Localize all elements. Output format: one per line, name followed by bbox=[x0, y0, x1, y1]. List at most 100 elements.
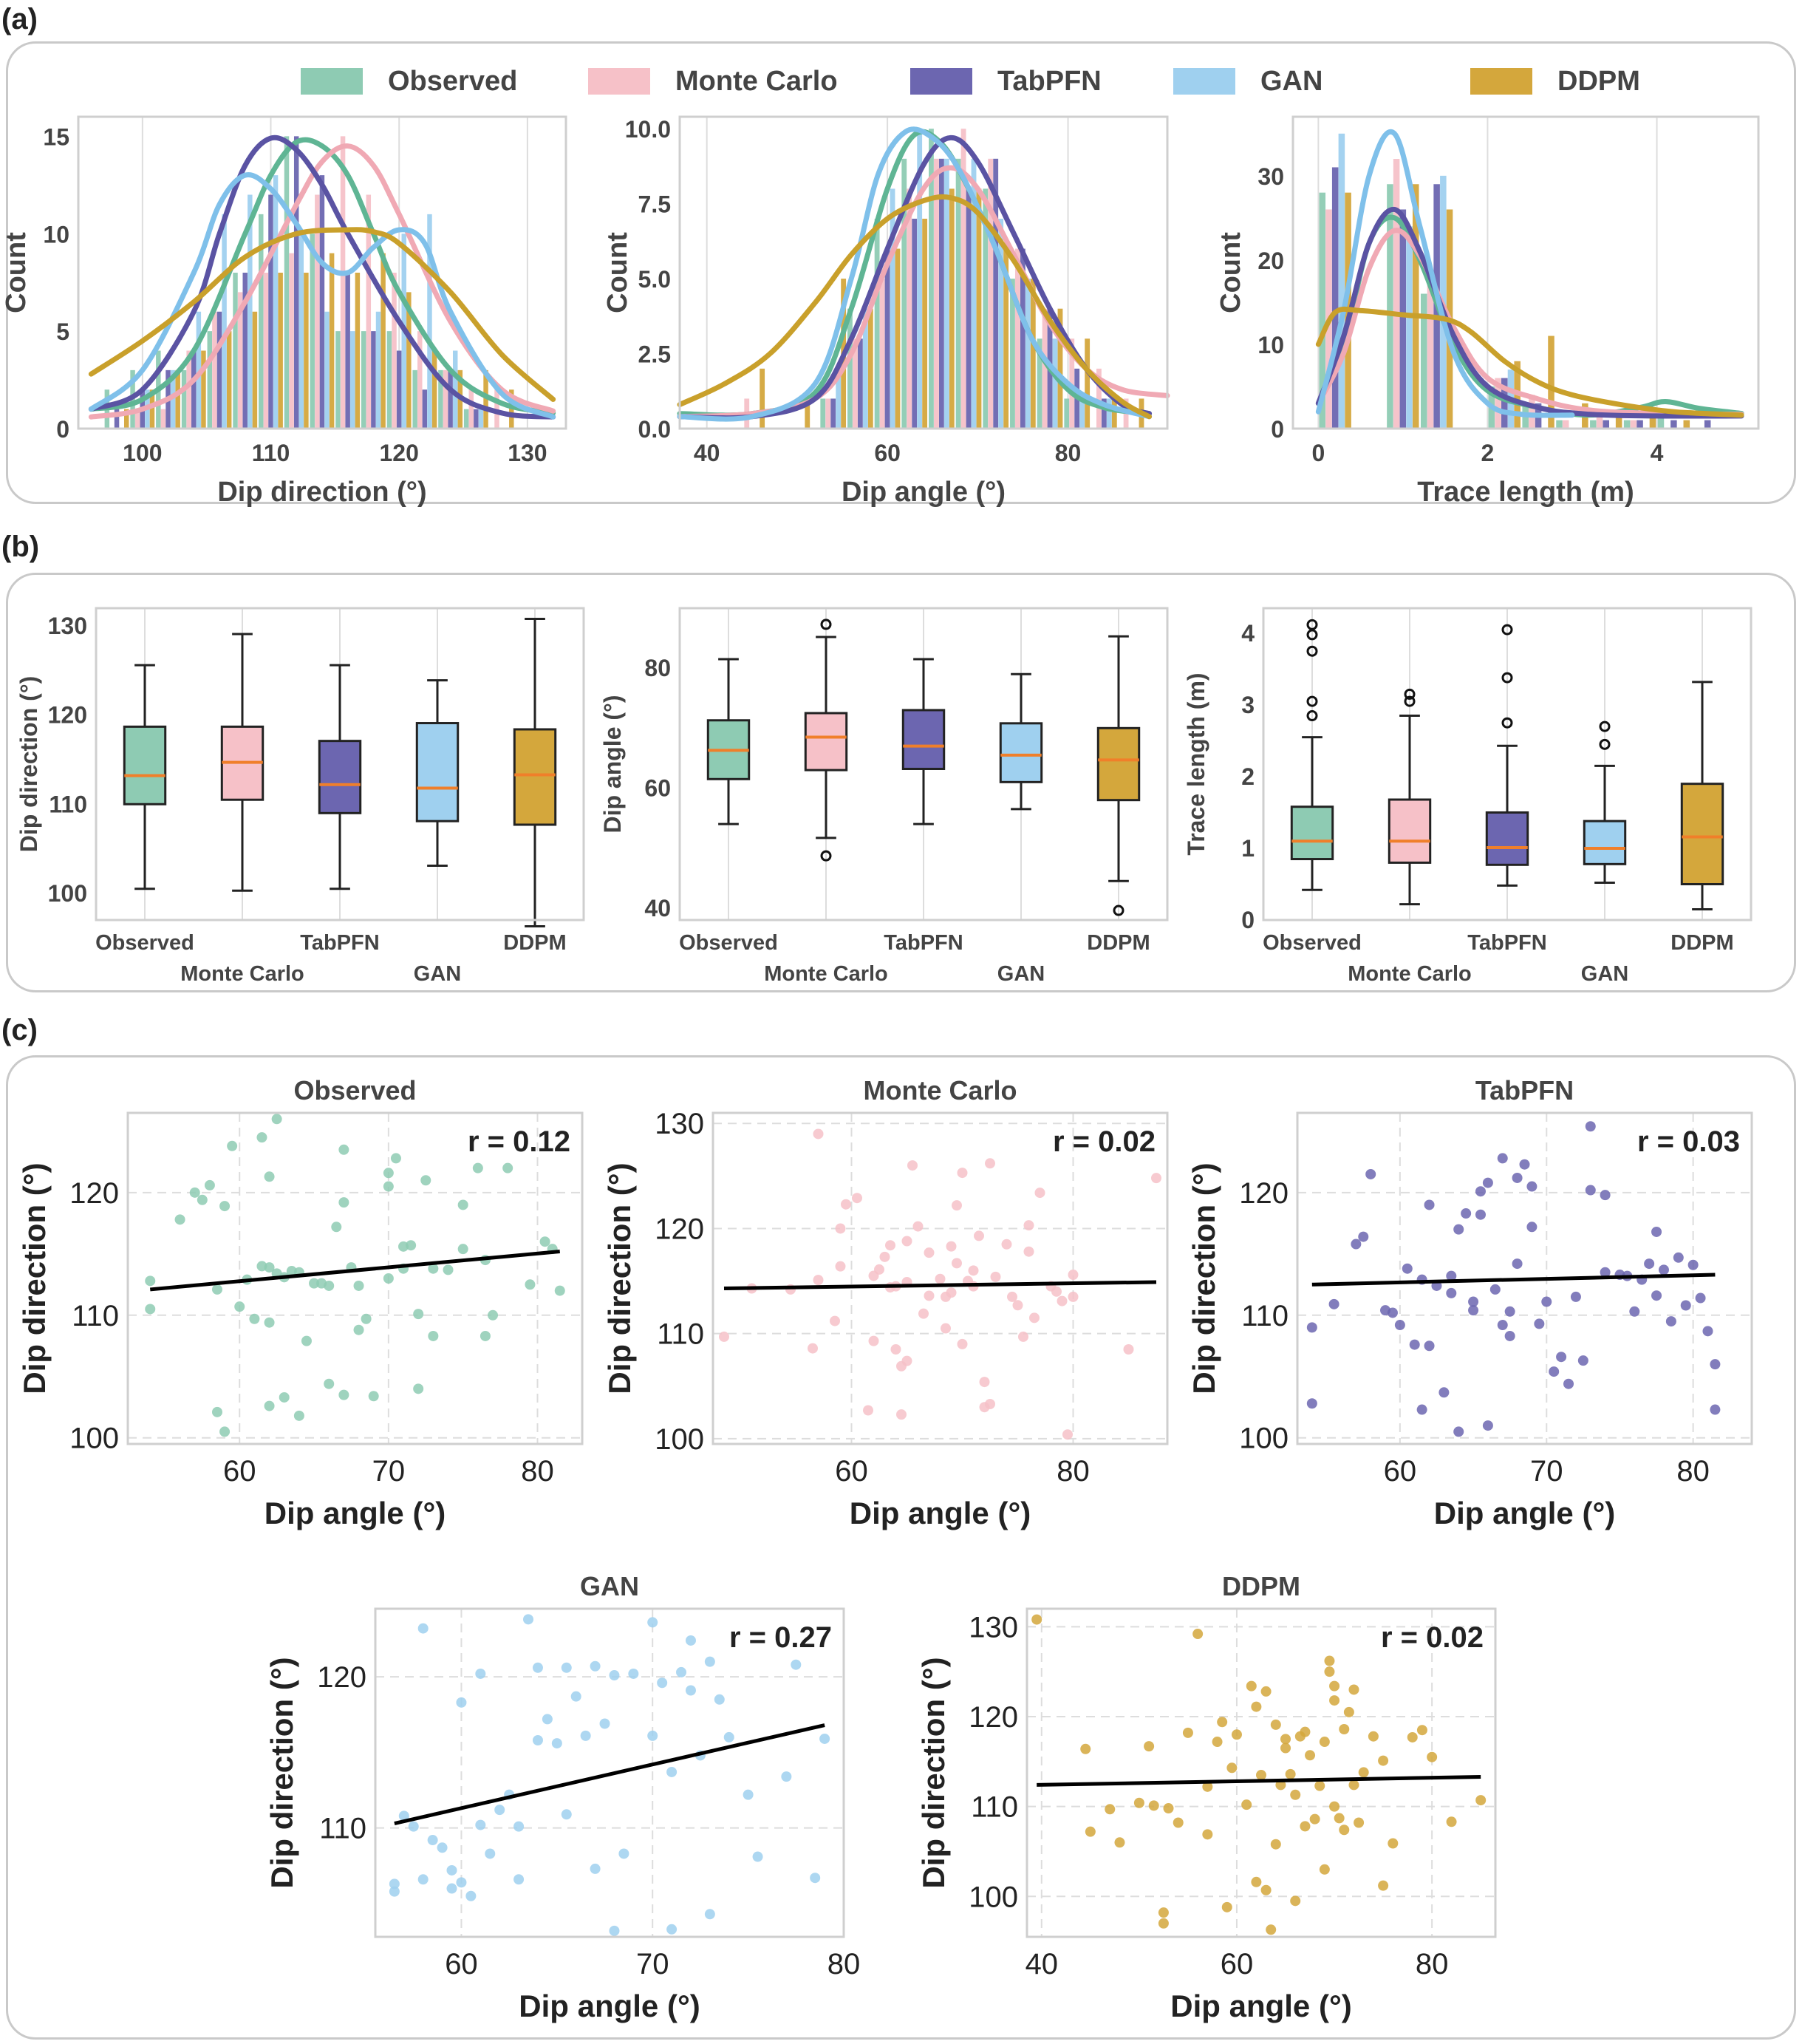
scatter-point bbox=[264, 1171, 275, 1182]
scatter-point bbox=[1280, 1742, 1291, 1754]
scatter-point bbox=[941, 1323, 951, 1334]
scatter-point bbox=[1034, 1188, 1045, 1199]
scatter-point bbox=[1192, 1629, 1204, 1640]
scatter-point bbox=[331, 1222, 342, 1233]
bar-tabpfn bbox=[1101, 398, 1107, 429]
kde-curve-ddpm bbox=[88, 227, 556, 402]
scatter-point bbox=[819, 1733, 830, 1744]
scatter-point bbox=[1023, 1246, 1034, 1257]
scatter-point bbox=[1534, 1318, 1545, 1329]
scatter-point bbox=[830, 1315, 840, 1326]
scatter-point bbox=[1163, 1803, 1174, 1814]
bar-gan bbox=[890, 188, 895, 429]
legend-label-gan: GAN bbox=[1260, 66, 1323, 97]
bar-tabpfn bbox=[422, 389, 428, 429]
scatter-point bbox=[1158, 1918, 1169, 1929]
scatter-point bbox=[197, 1194, 208, 1205]
bar-gan bbox=[836, 368, 842, 429]
bar-gan bbox=[971, 158, 977, 429]
bar-ddpm bbox=[922, 218, 928, 429]
scatter-point bbox=[456, 1877, 467, 1888]
bar-monte-carlo bbox=[263, 273, 269, 429]
scatter-point bbox=[1246, 1680, 1257, 1692]
scatter-point bbox=[1328, 1298, 1339, 1309]
scatter-point bbox=[1351, 1239, 1362, 1250]
scatter-point bbox=[1062, 1429, 1073, 1440]
y-tick-label: 100 bbox=[69, 1423, 119, 1455]
scatter-point bbox=[957, 1168, 968, 1179]
chart-scatter_gan bbox=[374, 1607, 845, 1938]
scatter-point bbox=[1424, 1199, 1435, 1210]
scatter-point bbox=[1438, 1387, 1450, 1398]
scatter-point bbox=[1497, 1320, 1508, 1331]
scatter-point bbox=[1300, 1821, 1311, 1832]
scatter-point bbox=[874, 1264, 884, 1275]
scatter-point bbox=[1158, 1907, 1169, 1918]
bar-gan bbox=[943, 158, 949, 429]
scatter-point bbox=[1270, 1719, 1281, 1730]
x-axis-label: Dip direction (°) bbox=[217, 477, 426, 508]
x-tick-label-tabpfn: TabPFN bbox=[1467, 931, 1546, 955]
bar-observed bbox=[412, 369, 417, 429]
scatter-point bbox=[368, 1391, 379, 1402]
scatter-point bbox=[1319, 1864, 1330, 1875]
scatter-point bbox=[1031, 1614, 1042, 1625]
bar-monte-carlo bbox=[186, 350, 191, 429]
scatter-point bbox=[561, 1662, 572, 1673]
bar-gan bbox=[452, 350, 458, 429]
scatter-point bbox=[974, 1230, 984, 1241]
bar-gan bbox=[998, 218, 1004, 429]
scatter-point bbox=[946, 1241, 957, 1252]
bar-ddpm bbox=[406, 292, 412, 429]
y-axis-label: Count bbox=[602, 232, 633, 313]
hist_trace-frame bbox=[1291, 115, 1760, 430]
scatter-point bbox=[907, 1160, 918, 1171]
bar-ddpm bbox=[226, 331, 232, 429]
x-tick-label: 80 bbox=[827, 1948, 861, 1980]
scatter_montecarlo-frame bbox=[711, 1111, 1169, 1445]
scatter-point bbox=[446, 1864, 457, 1876]
scatter-point bbox=[896, 1409, 907, 1420]
bar-ddpm bbox=[867, 308, 873, 429]
scatter-point bbox=[234, 1301, 245, 1312]
correlation-annotation: r = 0.27 bbox=[729, 1621, 832, 1654]
scatter-point bbox=[1300, 1726, 1311, 1737]
y-tick-label: 120 bbox=[655, 1213, 704, 1245]
scatter-point bbox=[1085, 1826, 1096, 1837]
x-axis-label: Dip angle (°) bbox=[519, 1989, 700, 2023]
box-monte-carlo bbox=[804, 712, 848, 771]
scatter-point bbox=[1556, 1352, 1567, 1363]
bar-gan bbox=[1079, 398, 1085, 429]
scatter-point bbox=[189, 1187, 200, 1198]
box-gan bbox=[1583, 820, 1627, 865]
y-tick-label: 2 bbox=[1241, 763, 1255, 790]
scatter-point bbox=[1080, 1743, 1091, 1754]
scatter-point bbox=[413, 1309, 424, 1320]
scatter-point bbox=[417, 1874, 429, 1885]
y-tick-label: 5 bbox=[56, 318, 69, 345]
y-axis-label: Dip angle (°) bbox=[599, 695, 626, 833]
chart-scatter_tabpfn bbox=[1296, 1111, 1753, 1445]
scatter-point bbox=[570, 1691, 581, 1702]
bar-monte-carlo bbox=[1427, 285, 1434, 429]
bar-monte-carlo bbox=[340, 136, 346, 429]
bar-tabpfn bbox=[1399, 209, 1407, 429]
outlier-point bbox=[1599, 720, 1611, 732]
scatter-point bbox=[1057, 1295, 1068, 1307]
scatter-point bbox=[1512, 1172, 1523, 1183]
bar-tabpfn bbox=[1020, 248, 1025, 429]
bar-ddpm bbox=[175, 369, 180, 429]
bar-observed bbox=[207, 331, 213, 429]
scatter-point bbox=[890, 1344, 901, 1355]
bar-monte-carlo bbox=[1529, 395, 1535, 429]
y-tick-label: 110 bbox=[49, 791, 87, 817]
y-tick-label: 100 bbox=[969, 1881, 1018, 1913]
x-axis-label: Dip angle (°) bbox=[265, 1496, 446, 1530]
bar-ddpm bbox=[149, 389, 155, 429]
bar-observed bbox=[361, 331, 366, 429]
scatter-point bbox=[353, 1324, 364, 1335]
bar-observed bbox=[259, 214, 264, 429]
bar-monte-carlo bbox=[825, 398, 831, 429]
scatter-point bbox=[494, 1805, 505, 1816]
bar-observed bbox=[310, 234, 315, 429]
